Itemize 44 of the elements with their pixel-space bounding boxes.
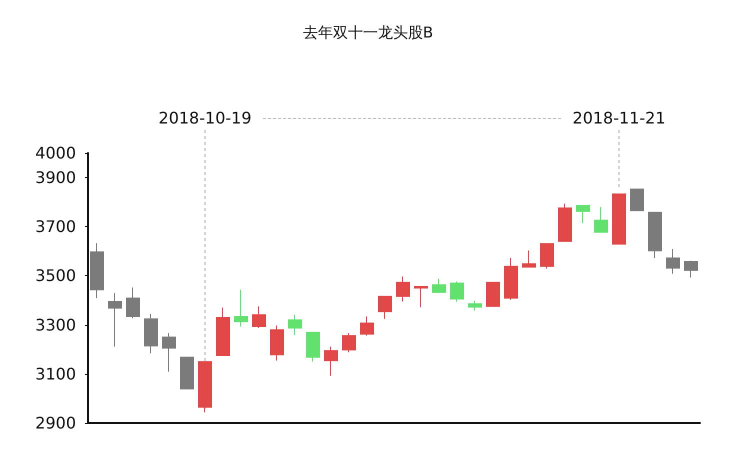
candlestick — [450, 280, 464, 302]
y-tick-label: 3500 — [35, 266, 76, 286]
candlestick — [396, 276, 410, 302]
candlestick — [180, 356, 194, 390]
candlestick — [198, 361, 212, 413]
candlestick — [234, 289, 248, 328]
y-tick-label: 3100 — [35, 364, 76, 384]
y-tick-label: 4000 — [35, 144, 76, 162]
candlestick — [306, 332, 320, 362]
candlestick — [360, 316, 374, 336]
y-tick-label: 3700 — [35, 217, 76, 236]
candlestick — [270, 325, 284, 362]
candlestick — [486, 282, 500, 307]
candlestick — [468, 300, 482, 312]
candlestick — [378, 295, 392, 320]
candlestick — [522, 250, 536, 268]
candlestick — [288, 314, 302, 336]
candlestick — [126, 287, 140, 319]
candlestick — [216, 307, 230, 356]
candlestick — [252, 306, 266, 329]
candlestick — [324, 346, 338, 376]
candlestick — [144, 314, 158, 354]
candlestick — [108, 292, 122, 348]
candlestick — [414, 286, 428, 308]
chart-title: 去年双十一龙头股B — [302, 24, 434, 42]
text: 2018-11-21 — [572, 108, 666, 128]
y-tick-label: 3300 — [35, 315, 76, 334]
candlestick — [342, 332, 356, 353]
y-tick-label: 3900 — [35, 168, 76, 188]
candlestick — [432, 278, 446, 293]
candlestick — [666, 248, 680, 274]
candlestick — [684, 260, 698, 278]
candlestick — [612, 193, 626, 245]
candlestick — [558, 203, 572, 242]
candlestick — [594, 206, 608, 233]
text: 2018-10-19 — [158, 108, 252, 128]
candlestick — [648, 212, 662, 259]
candlestick — [504, 258, 518, 300]
candlestick — [540, 243, 554, 270]
candlestick — [630, 188, 644, 212]
candlestick — [90, 242, 104, 299]
candlestick — [576, 205, 590, 224]
y-tick-label: 2900 — [35, 414, 76, 432]
candlestick — [162, 332, 176, 372]
